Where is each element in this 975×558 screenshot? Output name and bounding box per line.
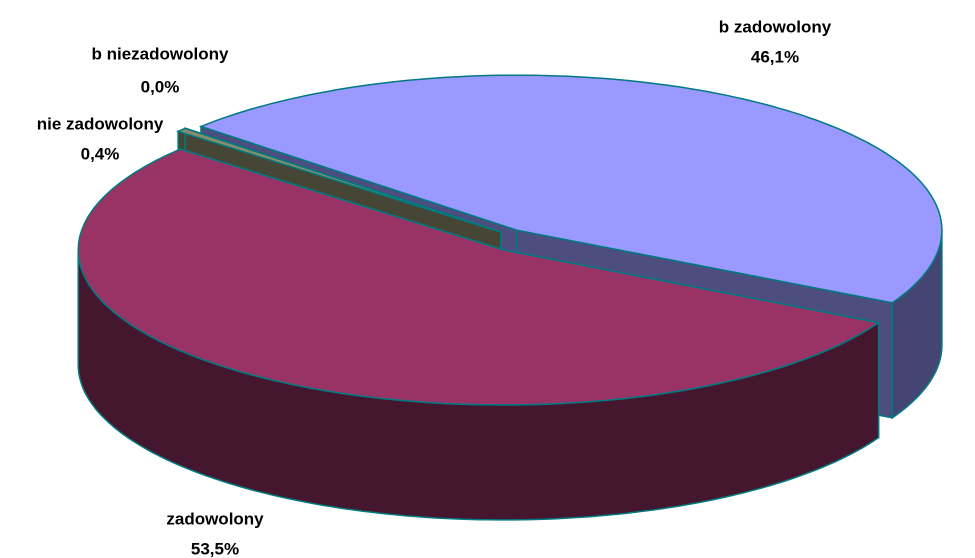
slice-value-label: 0,4% xyxy=(81,144,120,163)
slice-value-label: 53,5% xyxy=(191,539,239,558)
slice-label: b niezadowolony xyxy=(92,44,229,63)
slice-label: zadowolony xyxy=(166,509,264,528)
slice xyxy=(77,148,881,406)
slice-value-label: 0,0% xyxy=(141,77,180,96)
slice-value-label: 46,1% xyxy=(751,47,799,66)
slice xyxy=(198,74,943,304)
slice-label: b zadowolony xyxy=(719,17,832,36)
slice-label: nie zadowolony xyxy=(37,114,164,133)
slice xyxy=(175,127,502,233)
